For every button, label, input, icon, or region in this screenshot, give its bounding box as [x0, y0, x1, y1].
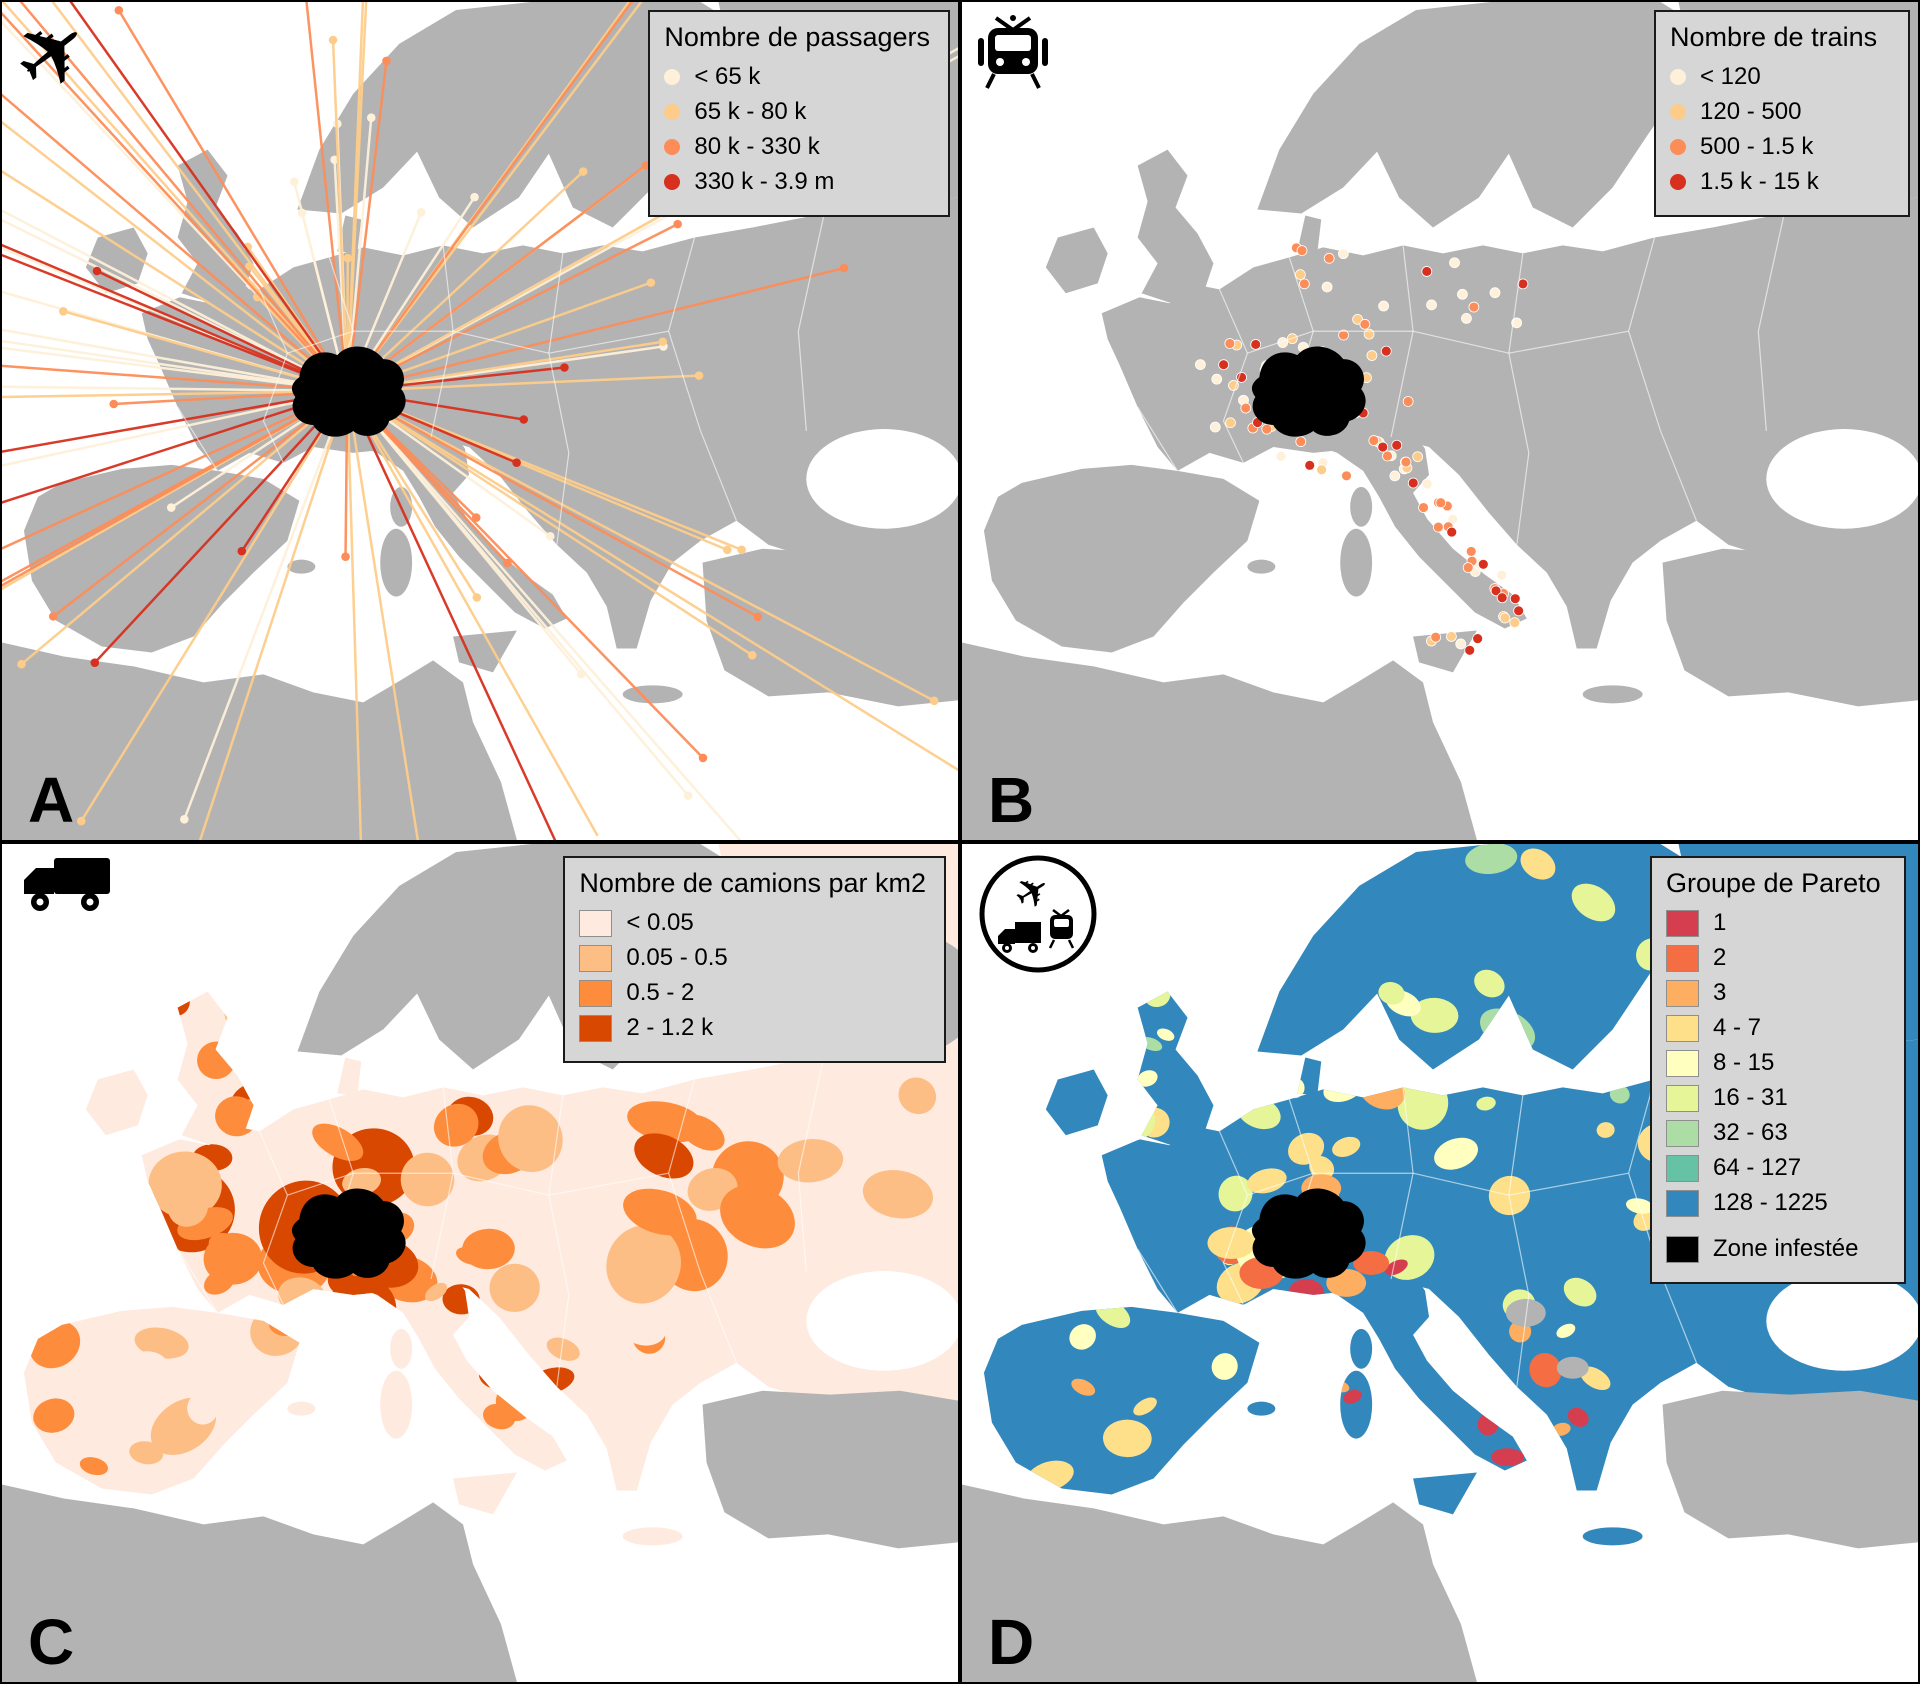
panel-letter-b: B — [988, 764, 1035, 836]
legend-item: 3 — [1666, 979, 1886, 1007]
legend-swatch — [1670, 139, 1686, 155]
legend-trucks: Nombre de camions par km2 < 0.05 0.05 - 0… — [563, 856, 946, 1063]
panel-letter-d: D — [988, 1606, 1035, 1678]
legend-item: 0.5 - 2 — [579, 979, 926, 1007]
legend-label: 500 - 1.5 k — [1700, 133, 1814, 160]
legend-label: 4 - 7 — [1713, 1014, 1762, 1041]
legend-label: < 65 k — [694, 63, 761, 90]
legend-swatch — [579, 944, 613, 972]
panel-a-passengers: ✈ Nombre de passagers < 65 k 65 k - 80 k 8… — [0, 0, 960, 842]
legend-label: 0.5 - 2 — [626, 979, 695, 1006]
legend-swatch — [1666, 1049, 1699, 1077]
legend-item: 128 - 1225 — [1666, 1189, 1886, 1217]
legend-swatch — [1666, 1014, 1699, 1042]
legend-item: 330 k - 3.9 m — [664, 168, 930, 196]
legend-label: 0.05 - 0.5 — [626, 944, 728, 971]
legend-item: 80 k - 330 k — [664, 133, 930, 161]
airplane-icon: ✈ — [0, 0, 114, 117]
legend-pareto: Groupe de Pareto 1 2 3 4 - 7 8 - 15 16 - 31 32… — [1650, 856, 1906, 1284]
legend-swatch — [1666, 1084, 1699, 1112]
legend-item: 2 - 1.2 k — [579, 1014, 926, 1042]
legend-swatch — [664, 174, 681, 190]
legend-item: 1.5 k - 15 k — [1670, 168, 1890, 196]
legend-item: < 65 k — [664, 63, 930, 91]
mini-train-icon — [1048, 909, 1075, 949]
legend-item: 4 - 7 — [1666, 1014, 1886, 1042]
legend-item: 65 k - 80 k — [664, 98, 930, 126]
legend-item: 2 — [1666, 944, 1886, 972]
legend-item: 32 - 63 — [1666, 1119, 1886, 1147]
legend-items: < 65 k 65 k - 80 k 80 k - 330 k 330 k - 3.9… — [664, 63, 930, 196]
legend-label: 1 — [1713, 909, 1727, 936]
legend-swatch — [664, 139, 681, 155]
legend-label: 330 k - 3.9 m — [694, 168, 835, 195]
legend-items: < 120 120 - 500 500 - 1.5 k 1.5 k - 15 k — [1670, 63, 1890, 196]
legend-items: < 0.05 0.05 - 0.5 0.5 - 2 2 - 1.2 k — [579, 909, 926, 1042]
panel-c-trucks: Nombre de camions par km2 < 0.05 0.05 - 0… — [0, 842, 960, 1684]
legend-swatch — [579, 909, 613, 937]
legend-swatch — [1670, 174, 1686, 190]
legend-label: 1.5 k - 15 k — [1700, 168, 1819, 195]
legend-trains: Nombre de trains < 120 120 - 500 500 - 1.5… — [1654, 10, 1910, 217]
legend-swatch — [664, 69, 681, 85]
legend-item: 8 - 15 — [1666, 1049, 1886, 1077]
legend-item: 500 - 1.5 k — [1670, 133, 1890, 161]
legend-swatch — [579, 979, 613, 1007]
legend-swatch — [1666, 1189, 1699, 1217]
legend-item: 1 — [1666, 909, 1886, 937]
legend-label: Zone infestée — [1713, 1235, 1859, 1262]
legend-label: 16 - 31 — [1713, 1084, 1788, 1111]
legend-item: < 120 — [1670, 63, 1890, 91]
legend-label: 64 - 127 — [1713, 1154, 1802, 1181]
legend-label: 3 — [1713, 979, 1727, 1006]
panel-d-pareto: ✈ Groupe de Pareto 1 2 3 4 - 7 8 - 15 16 - 31… — [960, 842, 1920, 1684]
legend-item: Zone infestée — [1666, 1235, 1886, 1263]
legend-title: Groupe de Pareto — [1666, 868, 1881, 898]
legend-item: 64 - 127 — [1666, 1154, 1886, 1182]
legend-label: < 0.05 — [626, 909, 694, 936]
legend-label: 32 - 63 — [1713, 1119, 1788, 1146]
legend-title: Nombre de trains — [1670, 22, 1878, 52]
legend-label: 120 - 500 — [1700, 98, 1802, 125]
legend-swatch — [1666, 909, 1699, 937]
panel-letter-a: A — [28, 764, 75, 836]
legend-swatch — [1666, 944, 1699, 972]
legend-swatch — [1666, 1154, 1699, 1182]
legend-label: 2 - 1.2 k — [626, 1014, 714, 1041]
legend-items: 1 2 3 4 - 7 8 - 15 16 - 31 32 - 63 64 - 127 128 … — [1666, 909, 1886, 1263]
mini-truck-icon — [998, 922, 1041, 953]
legend-swatch — [1670, 69, 1686, 85]
panel-b-trains: Nombre de trains < 120 120 - 500 500 - 1.5… — [960, 0, 1920, 842]
legend-label: < 120 — [1700, 63, 1761, 90]
legend-title: Nombre de camions par km2 — [579, 868, 926, 898]
legend-swatch — [1670, 104, 1686, 120]
legend-passengers: Nombre de passagers < 65 k 65 k - 80 k 80 … — [648, 10, 950, 217]
truck-icon — [16, 852, 112, 925]
legend-item: 0.05 - 0.5 — [579, 944, 926, 972]
panel-letter-c: C — [28, 1606, 75, 1678]
legend-swatch — [1666, 1235, 1699, 1263]
legend-swatch — [1666, 979, 1699, 1007]
legend-item: 120 - 500 — [1670, 98, 1890, 126]
legend-swatch — [664, 104, 681, 120]
legend-title: Nombre de passagers — [664, 22, 930, 52]
legend-swatch — [579, 1014, 613, 1042]
legend-item: 16 - 31 — [1666, 1084, 1886, 1112]
legend-label: 65 k - 80 k — [694, 98, 807, 125]
legend-swatch — [1666, 1119, 1699, 1147]
train-icon — [976, 10, 1050, 97]
legend-label: 2 — [1713, 944, 1727, 971]
legend-item: < 0.05 — [579, 909, 926, 937]
legend-label: 8 - 15 — [1713, 1049, 1775, 1076]
multimodal-icon: ✈ — [976, 852, 1100, 981]
legend-label: 128 - 1225 — [1713, 1189, 1828, 1216]
legend-label: 80 k - 330 k — [694, 133, 820, 160]
